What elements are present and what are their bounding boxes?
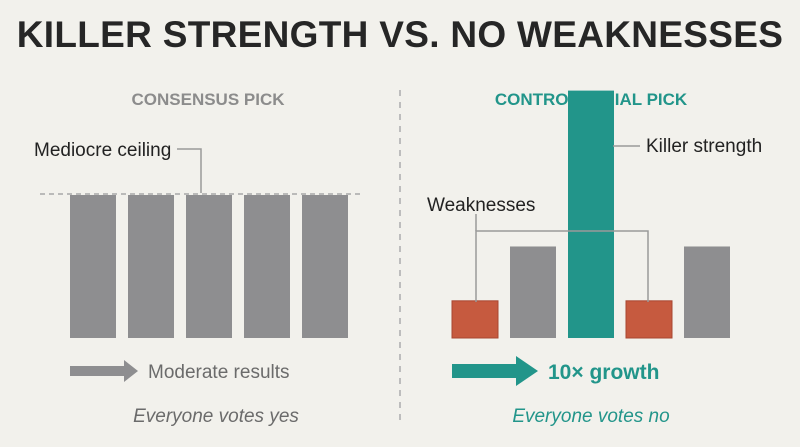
- consensus-bar-5: [302, 195, 348, 338]
- growth-arrow-label: 10× growth: [548, 361, 659, 384]
- left-panel: CONSENSUS PICK Mediocre ceiling Moderate…: [34, 90, 360, 427]
- strength-callout: Killer strength: [646, 136, 762, 157]
- controversial-bar-1-weakness: [451, 300, 499, 339]
- weakness-callout: Weaknesses: [427, 195, 535, 216]
- right-bar-group: [451, 90, 730, 339]
- weakness-bracket: [475, 230, 649, 302]
- right-panel: CONTROVERSIAL PICK Killer strength Weakn…: [427, 90, 762, 427]
- consensus-bar-4: [244, 195, 290, 338]
- left-bar-group: [70, 195, 348, 338]
- growth-arrow-icon: [452, 356, 538, 386]
- consensus-bar-2: [128, 195, 174, 338]
- ceiling-callout: Mediocre ceiling: [34, 140, 171, 161]
- controversial-bar-2: [510, 246, 556, 338]
- moderate-arrow-icon: [70, 360, 138, 382]
- right-footer: Everyone votes no: [512, 406, 669, 427]
- ceiling-leader-line: [177, 148, 202, 193]
- left-panel-heading: CONSENSUS PICK: [131, 90, 285, 109]
- controversial-bar-4-weakness: [625, 300, 673, 339]
- consensus-bar-3: [186, 195, 232, 338]
- controversial-bar-5: [684, 246, 730, 338]
- controversial-bar-3-strength: [568, 90, 614, 338]
- left-footer: Everyone votes yes: [133, 406, 299, 427]
- consensus-bar-1: [70, 195, 116, 338]
- page-title: KILLER STRENGTH VS. NO WEAKNESSES: [16, 14, 784, 55]
- moderate-arrow-label: Moderate results: [148, 362, 290, 383]
